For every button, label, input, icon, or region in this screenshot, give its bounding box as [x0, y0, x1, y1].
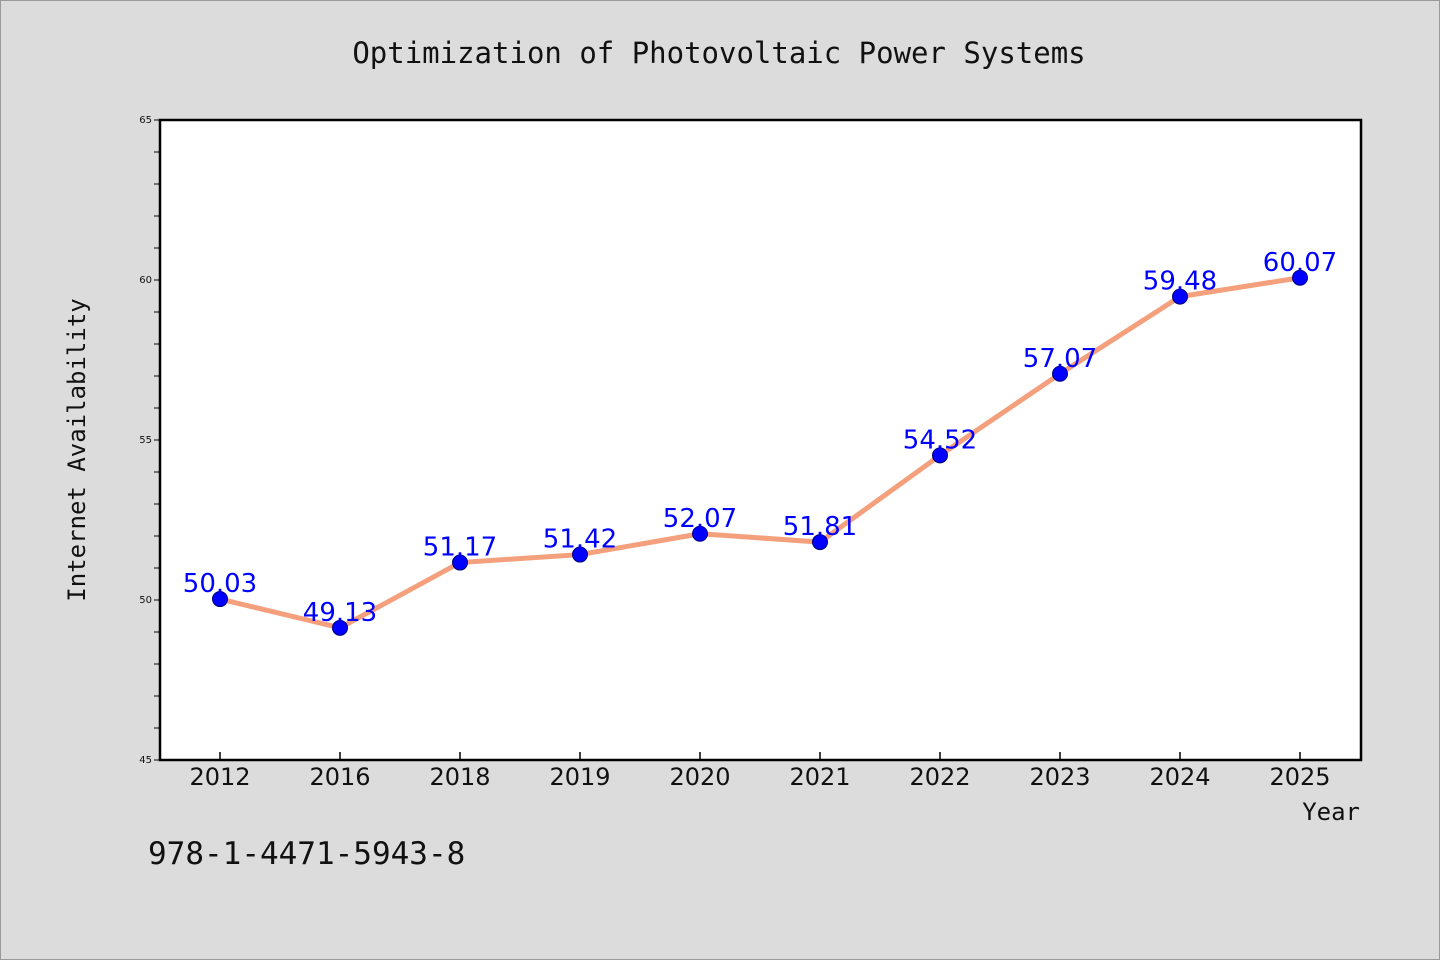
data-label: 49.13	[303, 598, 377, 628]
y-tick-label: 60	[139, 275, 152, 286]
x-axis: 2012 2016 2018 2019 2020 2021 2022 2023 2024 2025	[189, 752, 1331, 791]
chart-title: Optimization of Photovoltaic Power Syste…	[352, 36, 1085, 70]
data-point	[452, 554, 468, 571]
data-label: 57.07	[1023, 344, 1097, 374]
y-tick-label: 45	[139, 755, 152, 766]
data-label: 51.42	[543, 525, 617, 555]
data-label: 54.52	[903, 425, 977, 455]
isbn-text: 978-1-4471-5943-8	[148, 836, 465, 872]
data-label: 51.17	[423, 533, 497, 563]
y-tick-label: 65	[139, 115, 152, 126]
data-labels: 50.03 49.13 51.17 51.42 52.07 51.81 54.52 57.07…	[183, 248, 1337, 628]
x-tick-label: 2022	[909, 763, 970, 791]
data-point	[572, 546, 588, 563]
x-tick-label: 2021	[789, 763, 850, 791]
y-tick-label: 50	[139, 595, 152, 606]
x-tick-label: 2024	[1149, 763, 1210, 791]
data-point	[1052, 365, 1068, 382]
data-points	[212, 269, 1308, 636]
data-point	[692, 525, 708, 542]
y-tick-label: 55	[139, 435, 152, 446]
data-label: 51.81	[783, 512, 857, 542]
data-point	[1292, 269, 1308, 286]
data-point	[212, 591, 228, 608]
plot-area	[160, 120, 1361, 760]
data-label: 52.07	[663, 504, 737, 534]
data-label: 50.03	[183, 569, 257, 599]
data-point	[1172, 288, 1188, 305]
x-tick-label: 2019	[549, 763, 610, 791]
data-point	[332, 619, 348, 636]
x-axis-label: Year	[1302, 798, 1360, 826]
x-tick-label: 2020	[669, 763, 730, 791]
plot-frame	[158, 118, 1363, 762]
data-label: 60.07	[1263, 248, 1337, 278]
x-tick-label: 2016	[309, 763, 370, 791]
x-tick-label: 2018	[429, 763, 490, 791]
x-tick-label: 2012	[189, 763, 250, 791]
x-tick-label: 2023	[1029, 763, 1090, 791]
data-point	[932, 447, 948, 464]
x-tick-label: 2025	[1269, 763, 1330, 791]
series-line	[217, 275, 1303, 631]
y-axis-label: Internet Availability	[63, 298, 91, 601]
data-label: 59.48	[1143, 267, 1217, 297]
data-point	[812, 534, 828, 551]
y-axis: 45 50 55 60 65	[139, 115, 160, 766]
